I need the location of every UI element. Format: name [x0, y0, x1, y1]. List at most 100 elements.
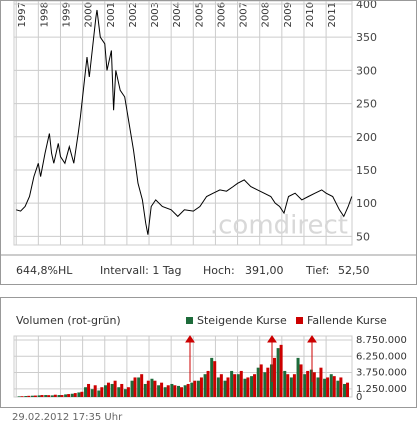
- price-plot: 1997 1998 1999 2000 2001 2002 2003 2004 2005 2006…: [13, 0, 377, 246]
- volume-bar: [157, 385, 161, 397]
- y-tick-label: 250: [356, 98, 377, 111]
- x-tick-label: 2003: [150, 2, 161, 27]
- x-tick-label: 1998: [39, 2, 50, 27]
- low-label: Tief:: [305, 264, 329, 277]
- volume-bar: [77, 392, 81, 397]
- volume-bar: [266, 367, 270, 397]
- legend-swatch: [186, 317, 193, 324]
- volume-bar: [226, 377, 230, 397]
- volume-bar: [306, 370, 310, 397]
- y-tick-label: 6.250.000: [356, 351, 407, 362]
- price-line: [16, 9, 353, 235]
- volume-bar: [143, 383, 147, 397]
- volume-bar: [263, 372, 267, 397]
- y-tick-label: 150: [356, 164, 377, 177]
- volume-bar: [123, 389, 127, 397]
- y-tick-label: 100: [356, 197, 377, 210]
- x-tick-label: 1997: [17, 2, 28, 27]
- x-tick-label: 2007: [239, 2, 250, 27]
- volume-bar: [269, 364, 273, 397]
- x-tick-label: 2008: [261, 2, 272, 27]
- volume-bar: [196, 380, 200, 397]
- volume-bar: [37, 395, 41, 397]
- volume-bar: [60, 395, 64, 397]
- volume-bar: [312, 372, 316, 397]
- y-tick-label: 1.250.000: [356, 384, 407, 395]
- volume-bar: [332, 376, 336, 397]
- overflow-arrows: [185, 335, 317, 382]
- volume-bar: [166, 385, 170, 397]
- volume-bar: [170, 383, 174, 397]
- volume-plot: 01.250.000 3.750.000 6.250.000 8.750.000: [13, 335, 407, 403]
- volume-bar: [256, 367, 260, 397]
- volume-bar: [160, 382, 164, 397]
- volume-bar: [97, 390, 101, 397]
- volume-bar: [163, 387, 167, 397]
- volume-bar: [250, 376, 254, 397]
- x-tick-label: 2006: [216, 2, 227, 27]
- volume-bar: [130, 380, 134, 397]
- x-tick-label: 2009: [283, 2, 294, 27]
- y-tick-label: 8.750.000: [356, 335, 407, 346]
- volume-bar: [100, 387, 104, 397]
- volume-bar: [153, 380, 157, 397]
- plot-area: [13, 0, 353, 246]
- volume-bar: [120, 383, 124, 397]
- volume-bar: [243, 378, 247, 397]
- x-tick-label: 2002: [128, 2, 139, 27]
- volume-bar: [90, 389, 94, 397]
- volume-bar: [213, 361, 217, 397]
- volume-bar: [219, 374, 223, 397]
- volume-bar: [103, 385, 107, 397]
- volume-bar: [203, 374, 207, 397]
- volume-bar: [230, 370, 234, 397]
- y-tick-label: 200: [356, 131, 377, 144]
- volume-bar: [246, 377, 250, 397]
- volume-bar: [33, 395, 37, 397]
- volume-bar: [186, 383, 190, 397]
- volume-bar: [93, 385, 97, 397]
- volume-bar: [137, 377, 141, 397]
- volume-bar: [87, 383, 91, 397]
- volume-bar: [133, 377, 137, 397]
- volume-bar: [292, 374, 296, 397]
- volume-bar: [70, 393, 74, 397]
- volume-bar: [24, 396, 28, 397]
- volume-bar: [303, 374, 307, 397]
- volume-bar: [259, 364, 263, 397]
- volume-bar: [53, 394, 57, 397]
- volume-bar: [110, 383, 114, 397]
- volume-bar: [40, 395, 44, 397]
- volume-bar: [80, 391, 84, 397]
- volume-bar: [316, 377, 320, 397]
- volume-bar: [180, 387, 184, 397]
- volume-bar: [177, 385, 181, 397]
- volume-bar: [20, 396, 24, 397]
- range: 644,8%HL: [16, 264, 73, 277]
- volume-bar: [276, 348, 280, 397]
- volume-bar: [236, 374, 240, 397]
- volume-bar: [329, 374, 333, 397]
- volume-bar: [309, 369, 313, 397]
- volume-bar: [210, 357, 214, 397]
- x-tick-label: 2000: [84, 2, 95, 27]
- high: 391,00: [245, 264, 284, 277]
- volume-bar: [346, 382, 350, 397]
- legend-label: Fallende Kurse: [307, 314, 387, 327]
- x-tick-label: 2005: [194, 2, 205, 27]
- volume-bar: [47, 395, 51, 397]
- volume-bar: [323, 378, 327, 397]
- volume-bar: [146, 380, 150, 397]
- volume-bar: [44, 395, 48, 397]
- volume-bar: [30, 395, 34, 397]
- legend-label: Steigende Kurse: [197, 314, 287, 327]
- volume-bar: [57, 395, 61, 397]
- volume-bar: [67, 394, 71, 397]
- low: 52,50: [338, 264, 370, 277]
- volume-bar: [173, 385, 177, 397]
- y-tick-label: 0: [356, 392, 362, 403]
- volume-bar: [193, 380, 197, 397]
- volume-title: Volumen (rot-grün): [16, 314, 121, 327]
- volume-bar: [279, 344, 283, 397]
